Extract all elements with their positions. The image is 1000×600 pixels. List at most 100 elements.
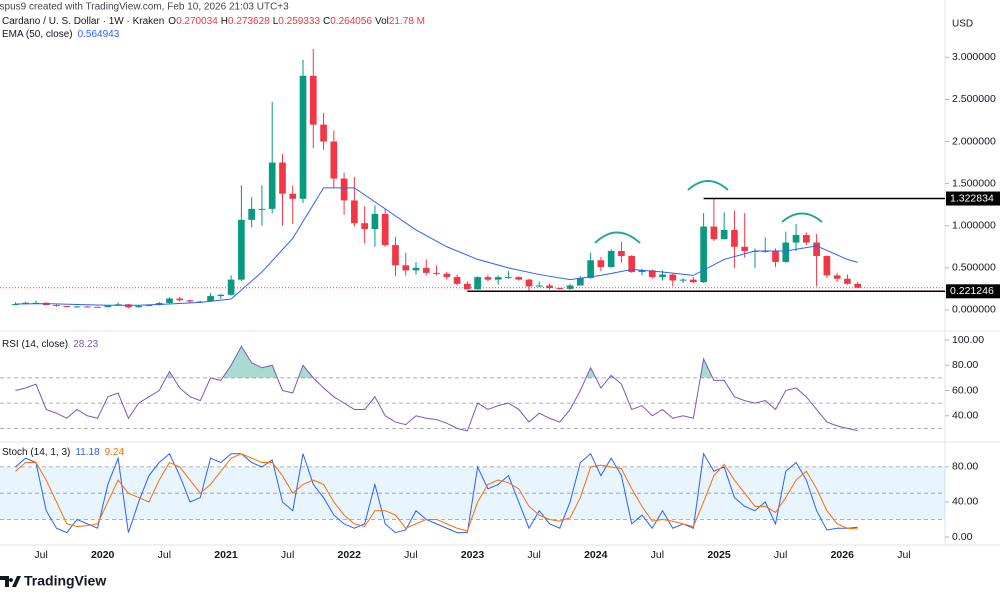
candle-body	[453, 277, 461, 284]
candle-body	[330, 141, 338, 179]
rsi-overbought-fill	[15, 346, 858, 378]
ohlc-value: 21.78 M	[389, 16, 425, 27]
ohlc-value: 0.264056	[330, 16, 372, 27]
stoch-k-value: 11.18	[75, 447, 100, 458]
ema-value: 0.564943	[78, 29, 120, 40]
candle-body	[700, 226, 707, 283]
candle-body	[268, 162, 276, 209]
x-tick-label: Jul	[404, 549, 417, 561]
level-tag	[946, 191, 1000, 206]
head-arc	[687, 180, 729, 191]
candle-body	[833, 275, 841, 279]
candle-body	[433, 272, 440, 274]
candle-body	[577, 277, 584, 286]
candle-body	[535, 285, 543, 287]
candle-body	[402, 265, 410, 271]
candle-body	[813, 242, 820, 257]
ohlc-value: 0.270034	[176, 16, 218, 27]
candle-body	[186, 300, 194, 302]
candle-body	[587, 260, 594, 278]
pattern-drawing	[594, 180, 823, 244]
candle-body	[690, 279, 697, 283]
candle-body	[104, 305, 112, 308]
x-tick-label: 2022	[338, 549, 362, 561]
x-tick-label: 2026	[831, 549, 855, 561]
rsi-tick-label: 80.00	[952, 359, 978, 371]
candle-body	[289, 193, 297, 199]
candle-body	[597, 260, 605, 267]
level-tag	[946, 284, 1000, 299]
candle-body	[607, 250, 615, 267]
y-tick-label: 2.000000	[952, 135, 996, 147]
rsi-tick-label: 40.00	[952, 410, 978, 422]
brand-name: TradingView	[24, 573, 106, 589]
candle-body	[279, 162, 286, 194]
candle-body	[772, 250, 779, 262]
candle-body	[854, 283, 862, 288]
candle-body	[238, 219, 245, 280]
candle-body	[248, 208, 255, 220]
candle-body	[802, 234, 810, 243]
candle-body	[135, 305, 143, 308]
ema-line	[15, 187, 858, 306]
candle-body	[73, 306, 81, 308]
ohlc-label: C	[323, 16, 330, 27]
candle-body	[731, 229, 738, 247]
x-tick-label: 2023	[461, 549, 485, 561]
candle-body	[207, 296, 214, 302]
symbol: Cardano / U. S. Dollar · 1W · Kraken	[2, 16, 164, 27]
ohlc-value: 0.259333	[278, 16, 320, 27]
y-tick-label: 1.000000	[952, 219, 996, 231]
ohlc-label: L	[273, 16, 279, 27]
x-tick-label: Jul	[527, 549, 540, 561]
candle-body	[618, 250, 625, 257]
x-tick-label: Jul	[651, 549, 664, 561]
x-tick-label: Jul	[34, 549, 47, 561]
stoch-tick-label: 40.00	[952, 496, 978, 508]
stoch-d-value: 9.24	[105, 447, 125, 458]
candle-body	[515, 277, 523, 280]
candle-body	[392, 245, 399, 266]
ema-name: EMA (50, close)	[2, 29, 73, 40]
candle-body	[648, 270, 656, 278]
stoch-tick-label: 80.00	[952, 461, 978, 473]
candle-body	[505, 277, 512, 279]
stoch-tick-label: 0.00	[952, 531, 973, 543]
ohlc-value: 0.273628	[228, 16, 270, 27]
y-tick-label: 0.500000	[952, 262, 996, 274]
credit: rispus9 created with TradingView.com, Fe…	[0, 2, 289, 13]
candle-body	[361, 223, 368, 230]
candle-body	[83, 306, 91, 308]
candle-body	[474, 277, 481, 290]
x-tick-label: 2025	[707, 549, 731, 561]
candle-body	[351, 200, 358, 224]
rsi-name: RSI (14, close)	[2, 339, 68, 350]
candle-body	[638, 270, 646, 273]
candle-body	[710, 226, 718, 240]
rsi-value: 28.23	[73, 339, 98, 350]
x-tick-label: Jul	[281, 549, 294, 561]
stoch-name: Stoch (14, 1, 3)	[2, 447, 70, 458]
ema-legend: EMA (50, close) 0.564943	[2, 29, 120, 40]
y-tick-label: 1.500000	[952, 177, 996, 189]
y-tick-label: 3.000000	[952, 51, 996, 63]
candle-body	[556, 288, 564, 290]
candle-body	[628, 256, 636, 273]
candle-body	[464, 283, 471, 290]
candle-body	[166, 298, 173, 304]
candle-body	[145, 305, 153, 307]
candle-body	[320, 124, 327, 142]
candle-body	[844, 278, 851, 284]
candle-body	[371, 213, 379, 230]
candle-body	[340, 178, 348, 201]
candle-body	[412, 267, 420, 271]
candle-body	[659, 274, 666, 278]
candle-body	[63, 305, 71, 307]
stoch-legend: Stoch (14, 1, 3) 11.18 9.24	[2, 447, 125, 458]
candle-body	[227, 279, 235, 295]
candle-body	[823, 256, 831, 276]
brand: TradingView	[0, 573, 106, 589]
brand-icon	[0, 576, 21, 587]
candle-body	[669, 274, 677, 281]
x-tick-label: Jul	[158, 549, 171, 561]
